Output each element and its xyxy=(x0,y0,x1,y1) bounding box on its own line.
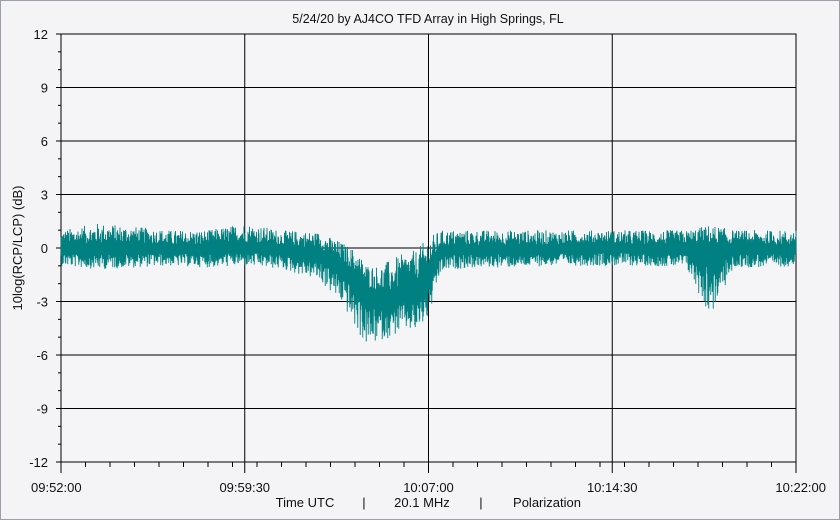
y-tick-label: -6 xyxy=(36,348,48,363)
x-tick-label: 10:22:00 xyxy=(775,480,826,495)
y-tick-label: 9 xyxy=(41,81,48,96)
grid-lines xyxy=(61,34,796,462)
y-tick-label: 12 xyxy=(34,27,48,42)
series-layer xyxy=(60,223,797,342)
y-tick-label: -3 xyxy=(36,295,48,310)
x-axis-label-freq: 20.1 MHz xyxy=(394,495,450,510)
y-axis-label: 10log(RCP/LCP) (dB) xyxy=(10,186,25,311)
y-tick-label: 3 xyxy=(41,188,48,203)
x-axis-label-time: Time UTC xyxy=(276,495,335,510)
x-tick-label: 10:14:30 xyxy=(587,480,638,495)
x-axis-label-sep-2: | xyxy=(479,495,482,510)
y-tick-label: -9 xyxy=(36,402,48,417)
x-axis-label: Time UTC | 20.1 MHz | Polarization xyxy=(276,495,581,510)
chart-title: 5/24/20 by AJ4CO TFD Array in High Sprin… xyxy=(292,12,563,26)
y-axis: 12 9 6 3 0 -3 -6 -9 -12 xyxy=(29,27,61,470)
y-tick-label: 0 xyxy=(41,241,48,256)
series-polarization-trace xyxy=(60,223,797,342)
x-tick-label: 09:59:30 xyxy=(219,480,270,495)
y-tick-label: -12 xyxy=(29,455,48,470)
x-tick-label: 10:07:00 xyxy=(403,480,454,495)
y-tick-label: 6 xyxy=(41,134,48,149)
x-axis-label-sep-1: | xyxy=(362,495,365,510)
x-tick-label: 09:52:00 xyxy=(31,480,82,495)
x-axis-label-mode: Polarization xyxy=(513,495,581,510)
x-axis: 09:52:00 09:59:30 10:07:00 10:14:30 10:22:00 xyxy=(31,462,826,495)
